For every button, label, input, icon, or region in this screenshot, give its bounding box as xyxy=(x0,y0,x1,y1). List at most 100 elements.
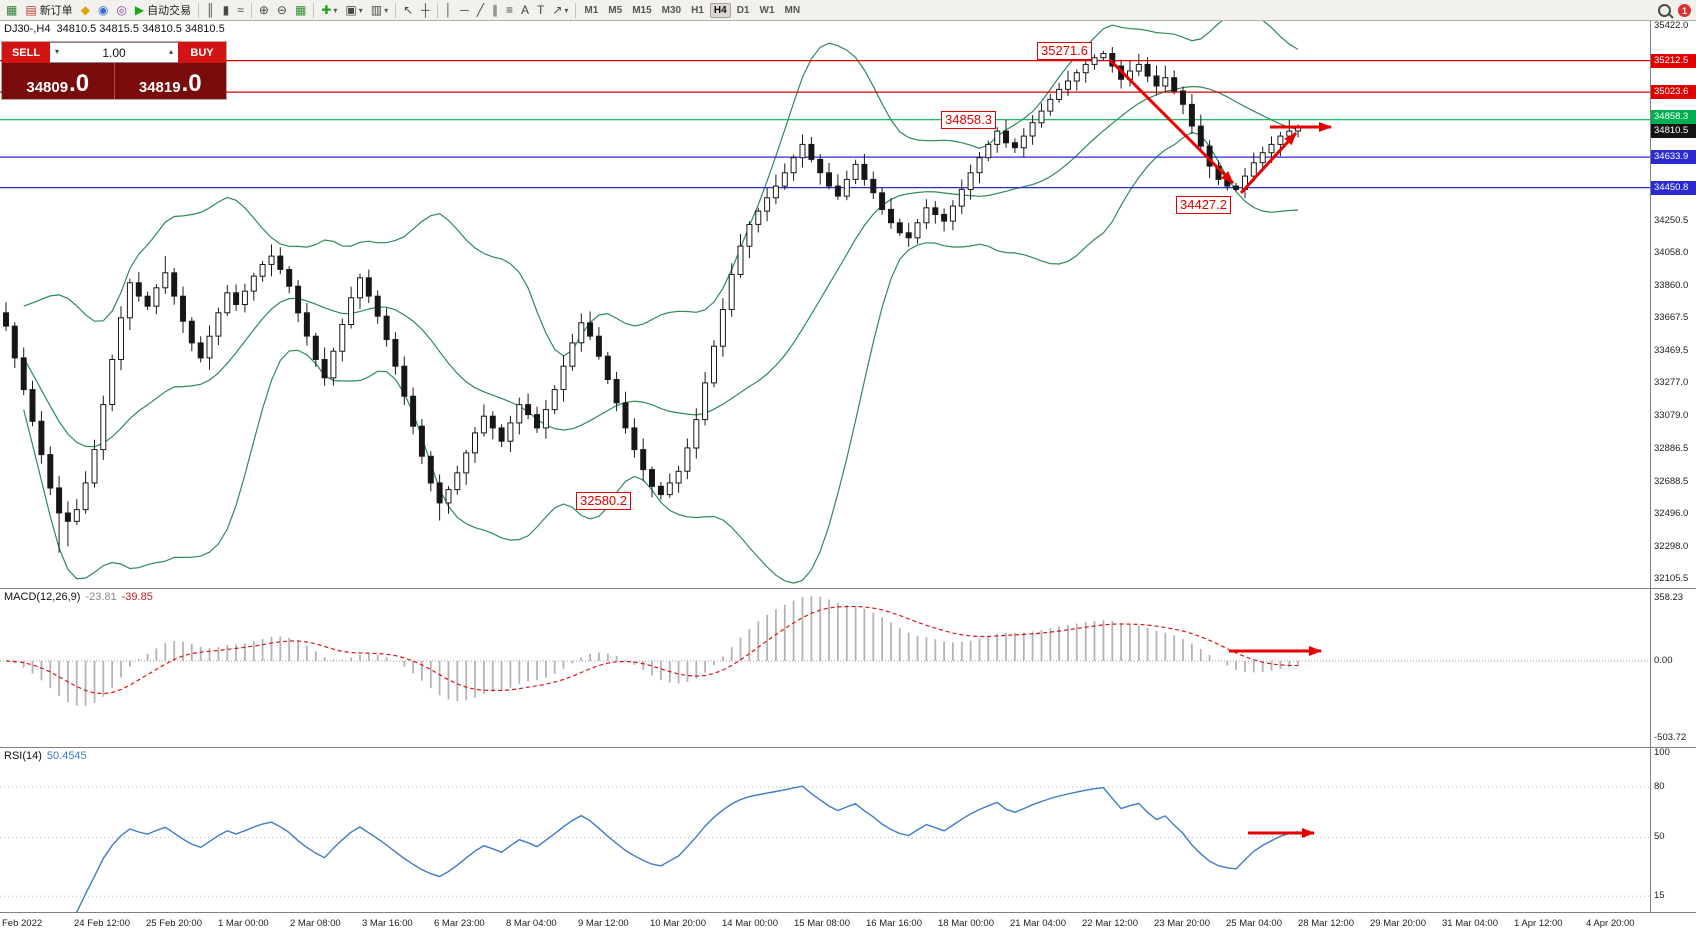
zoom-in-icon[interactable]: ⊕ xyxy=(256,1,272,19)
macd-axis[interactable]: 358.23 0.00 -503.72 xyxy=(1651,589,1696,747)
toolbar-separator xyxy=(436,2,438,18)
zoom-out-icon: ⊖ xyxy=(276,3,287,17)
price-axis-label: 33860.0 xyxy=(1654,280,1689,292)
rsi-axis-label: 80 xyxy=(1654,780,1665,792)
horizontal-line-icon[interactable]: ─ xyxy=(457,1,472,19)
new-order-button-label: 新订单 xyxy=(39,5,73,17)
rsi-axis-label: 50 xyxy=(1654,831,1665,843)
time-axis[interactable]: Feb 2022 24 Feb 12:00 25 Feb 20:00 1 Mar 00… xyxy=(0,913,1650,942)
main-chart-plot[interactable] xyxy=(0,21,1650,588)
time-axis-label: 14 Mar 00:00 xyxy=(722,918,778,929)
text-icon: A xyxy=(520,3,529,17)
indicators-icon: ✚ xyxy=(321,3,332,17)
channel-icon[interactable]: ∥ xyxy=(489,1,501,19)
time-axis-label: 4 Apr 20:00 xyxy=(1586,918,1635,929)
time-axis-label: 18 Mar 00:00 xyxy=(938,918,994,929)
rsi-panel-plot[interactable] xyxy=(0,748,1650,912)
macd-title: MACD(12,26,9) -23.81 -39.85 xyxy=(4,591,158,603)
rsi-title: RSI(14) 50.4545 xyxy=(4,750,92,762)
toolbar-separator xyxy=(313,2,315,18)
time-axis-label: 1 Mar 00:00 xyxy=(218,918,269,929)
timeframe-button-M5[interactable]: M5 xyxy=(608,4,623,16)
data-window-icon[interactable]: ◉ xyxy=(95,1,111,19)
market-watch-icon[interactable]: ◆ xyxy=(78,1,93,19)
line-chart-icon[interactable]: ≈ xyxy=(234,1,247,19)
autotrading-button[interactable]: ▶ 自动交易 xyxy=(132,1,194,19)
price-annotation[interactable]: 32580.2 xyxy=(576,492,631,510)
timeframe-button-M1[interactable]: M1 xyxy=(584,4,599,16)
templates-icon[interactable]: ▥ ▾ xyxy=(368,1,391,19)
shapes-icon[interactable]: ↗ ▾ xyxy=(549,1,571,19)
macd-axis-label: -503.72 xyxy=(1654,732,1687,743)
navigator-icon[interactable]: ◎ xyxy=(113,1,129,19)
price-axis-label: 32298.0 xyxy=(1654,540,1689,552)
volume-increase-button[interactable]: ▴ xyxy=(168,47,173,56)
time-axis-label: 1 Apr 12:00 xyxy=(1514,918,1563,929)
fibonacci-icon[interactable]: ≡ xyxy=(503,1,516,19)
rsi-name: RSI(14) xyxy=(4,750,42,762)
notification-badge[interactable]: 1 xyxy=(1678,4,1691,17)
symbol-period-label: DJ30-,H4 xyxy=(4,23,51,35)
timeframe-button-D1[interactable]: D1 xyxy=(736,4,750,16)
price-annotation[interactable]: 34858.3 xyxy=(941,111,996,129)
price-axis[interactable]: 35422.0 34250.5 34058.0 33860.0 33667.5 33469… xyxy=(1651,20,1696,588)
price-level-label: 34858.3 xyxy=(1651,109,1696,124)
time-axis-label: 15 Mar 08:00 xyxy=(794,918,850,929)
label-icon: T xyxy=(536,3,545,17)
sell-price-pips: .0 xyxy=(69,70,90,98)
time-axis-label: 9 Mar 12:00 xyxy=(578,918,629,929)
macd-name: MACD(12,26,9) xyxy=(4,591,81,603)
tile-windows-icon[interactable]: ▦ xyxy=(292,1,309,19)
sell-button[interactable]: SELL xyxy=(2,42,50,63)
line-chart-icon: ≈ xyxy=(237,3,244,17)
rsi-axis-label: 100 xyxy=(1654,747,1670,759)
periods-icon[interactable]: ▣ ▾ xyxy=(342,1,365,19)
timeframe-button-H4[interactable]: H4 xyxy=(709,2,731,18)
search-icon[interactable] xyxy=(1658,4,1671,17)
time-axis-label: 6 Mar 23:00 xyxy=(434,918,485,929)
time-axis-label: 3 Mar 16:00 xyxy=(362,918,413,929)
periods-icon: ▣ xyxy=(345,3,357,17)
price-axis-label: 34058.0 xyxy=(1654,247,1689,259)
fibonacci-icon: ≡ xyxy=(505,3,513,17)
price-axis-label: 32496.0 xyxy=(1654,507,1689,519)
crosshair-icon: ┼ xyxy=(421,3,430,17)
sell-price[interactable]: 34809.0 xyxy=(2,63,115,99)
new-chart-icon[interactable]: ▦ xyxy=(3,1,20,19)
price-annotation[interactable]: 34427.2 xyxy=(1176,196,1231,214)
candlestick-icon[interactable]: ▮ xyxy=(220,1,233,19)
timeframe-button-H1[interactable]: H1 xyxy=(691,4,704,16)
buy-price[interactable]: 34819.0 xyxy=(115,63,227,99)
buy-price-main: 34819 xyxy=(138,79,181,96)
indicators-icon[interactable]: ✚ ▾ xyxy=(318,1,340,19)
rsi-axis[interactable]: 100 80 50 15 xyxy=(1651,747,1696,912)
cursor-icon[interactable]: ↖ xyxy=(400,1,416,19)
cursor-icon: ↖ xyxy=(403,3,414,17)
price-annotation[interactable]: 35271.6 xyxy=(1037,42,1092,60)
bar-chart-icon[interactable]: ║ xyxy=(203,1,218,19)
volume-decrease-button[interactable]: ▾ xyxy=(55,47,60,56)
price-axis-label: 32886.5 xyxy=(1654,442,1689,454)
buy-button[interactable]: BUY xyxy=(178,42,226,63)
text-icon[interactable]: A xyxy=(518,1,532,19)
timeframe-button-W1[interactable]: W1 xyxy=(759,4,775,16)
price-axis-label: 34250.5 xyxy=(1654,215,1689,227)
trendline-icon[interactable]: ╱ xyxy=(474,1,487,19)
macd-panel-plot[interactable] xyxy=(0,589,1650,747)
zoom-out-icon[interactable]: ⊖ xyxy=(274,1,290,19)
candles xyxy=(3,47,1302,553)
vertical-line-icon[interactable]: │ xyxy=(442,1,456,19)
trend-arrows[interactable] xyxy=(1108,58,1332,195)
new-order-button[interactable]: ▤ 新订单 xyxy=(22,1,75,19)
current-price-label: 34810.5 xyxy=(1651,123,1696,138)
price-level-label: 35212.5 xyxy=(1651,53,1696,68)
crosshair-icon[interactable]: ┼ xyxy=(418,1,433,19)
chevron-down-icon: ▾ xyxy=(333,5,338,15)
timeframe-button-MN[interactable]: MN xyxy=(784,4,801,16)
timeframe-button-M30[interactable]: M30 xyxy=(661,4,682,16)
timeframe-button-M15[interactable]: M15 xyxy=(632,4,652,16)
price-level-label: 34450.8 xyxy=(1651,180,1696,195)
label-icon[interactable]: T xyxy=(534,1,547,19)
zoom-in-icon: ⊕ xyxy=(258,3,269,17)
volume-field[interactable]: ▾ 1.00 ▴ xyxy=(50,42,178,63)
